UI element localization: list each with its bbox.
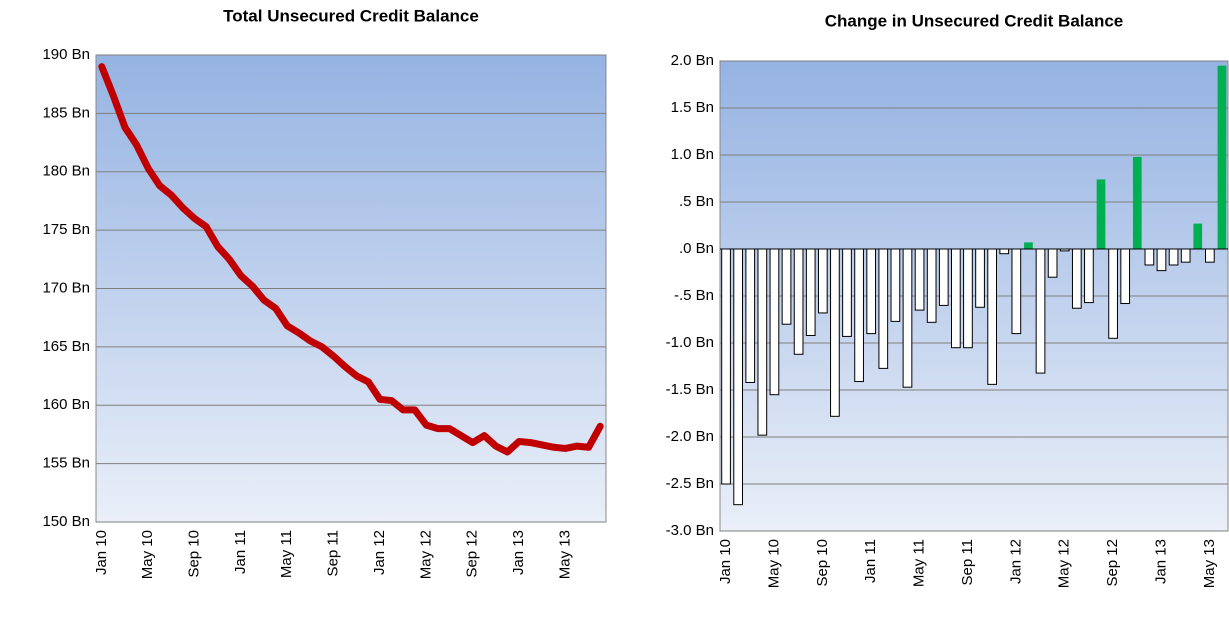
x-tick-label: Jan 11: [862, 539, 879, 583]
bar: [1108, 248, 1118, 339]
bar: [817, 248, 828, 314]
x-tick-label: Jan 10: [717, 539, 734, 584]
y-tick-label: 150 Bn: [42, 513, 90, 530]
chart-title: Change in Unsecured Credit Balance: [825, 11, 1124, 30]
x-tick-label: Jan 13: [1152, 539, 1169, 584]
x-tick-label: Jan 12: [1007, 539, 1024, 584]
bar: [1035, 248, 1046, 374]
x-tick-label: Sep 10: [814, 539, 831, 587]
y-tick-label: 190 Bn: [42, 46, 90, 63]
chart-title: Total Unsecured Credit Balance: [223, 6, 479, 25]
bar: [1217, 65, 1227, 249]
x-tick-label: Jan 13: [510, 530, 527, 575]
bar: [963, 248, 973, 349]
bar: [781, 248, 792, 325]
x-tick-label: May 11: [911, 539, 928, 587]
y-tick-label: 170 Bn: [42, 279, 90, 296]
x-tick-label: Sep 11: [325, 530, 342, 576]
bar: [987, 248, 997, 385]
y-tick-label: -.5 Bn: [674, 287, 714, 304]
y-tick-label: 165 Bn: [42, 338, 90, 355]
bar: [866, 248, 877, 335]
bar: [914, 248, 925, 311]
x-tick-label: Sep 12: [464, 530, 481, 578]
bar: [842, 248, 852, 337]
x-tick-label: Sep 10: [185, 530, 202, 578]
x-tick-label: Jan 12: [371, 530, 388, 575]
x-tick-label: May 12: [417, 530, 434, 579]
bar: [1180, 248, 1191, 263]
bar: [1084, 248, 1094, 304]
x-tick-label: Sep 11: [959, 539, 976, 585]
bar: [745, 248, 756, 383]
y-tick-label: 160 Bn: [42, 396, 90, 413]
y-tick-label: -1.5 Bn: [666, 381, 714, 398]
line-series: [98, 63, 604, 456]
y-tick-label: 180 Bn: [42, 163, 90, 180]
bar: [1144, 248, 1155, 266]
bar: [769, 248, 780, 396]
y-tick-label: .5 Bn: [679, 193, 714, 210]
bar: [830, 248, 840, 417]
x-tick-label: May 13: [556, 530, 573, 579]
bar: [999, 248, 1010, 255]
y-tick-label: .0 Bn: [679, 240, 714, 257]
y-tick-label: 175 Bn: [42, 221, 90, 238]
x-tick-label: Jan 11: [232, 530, 249, 574]
bar: [1156, 248, 1167, 272]
bar: [1024, 242, 1033, 249]
bar: [951, 248, 961, 349]
bar: [793, 248, 804, 355]
y-tick-label: 155 Bn: [42, 455, 90, 472]
y-tick-label: 2.0 Bn: [671, 52, 714, 69]
x-tick-label: May 12: [1056, 539, 1073, 588]
bar: [975, 248, 985, 308]
bar: [721, 248, 731, 485]
x-tick-label: Jan 10: [93, 530, 110, 575]
bar: [757, 248, 768, 436]
y-tick-label: 1.0 Bn: [671, 146, 714, 163]
bar: [1193, 223, 1203, 249]
bar: [854, 248, 864, 383]
y-tick-label: -1.0 Bn: [666, 334, 714, 351]
bar: [926, 248, 937, 323]
x-tick-label: May 11: [278, 530, 295, 578]
bar: [878, 248, 889, 369]
bar: [1168, 248, 1179, 266]
y-tick-label: 185 Bn: [42, 104, 90, 121]
bar: [1096, 179, 1106, 249]
y-tick-label: -2.0 Bn: [666, 428, 714, 445]
bar: [1132, 156, 1142, 249]
bar: [1205, 248, 1215, 263]
bar: [890, 248, 901, 322]
bar: [733, 248, 743, 506]
y-tick-label: 1.5 Bn: [671, 99, 714, 116]
x-tick-label: May 13: [1201, 539, 1218, 588]
bar: [1047, 248, 1058, 278]
bar: [1120, 248, 1131, 305]
bar: [902, 248, 913, 388]
x-tick-label: May 10: [139, 530, 156, 579]
x-tick-label: Sep 12: [1104, 539, 1121, 587]
y-tick-label: -2.5 Bn: [666, 475, 714, 492]
bar: [938, 248, 949, 306]
bar: [1071, 248, 1082, 309]
bar: [805, 248, 816, 336]
bar: [1011, 248, 1022, 335]
y-tick-label: -3.0 Bn: [666, 522, 714, 539]
x-tick-label: May 10: [765, 539, 782, 588]
